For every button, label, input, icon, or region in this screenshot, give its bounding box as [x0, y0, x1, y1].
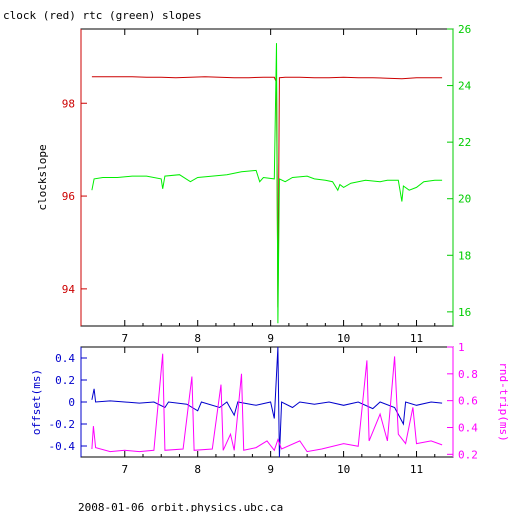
- bottom-y-tick-label: 0.2: [55, 374, 75, 387]
- bottom-x-tick-label: 10: [337, 463, 350, 476]
- bottom-y2-tick-label: 0.6: [458, 395, 478, 408]
- top-y2-tick-label: 18: [458, 249, 471, 262]
- bottom-y2-axis-title: rnd-trip(ms): [497, 362, 510, 441]
- bottom-x-tick-label: 7: [121, 463, 128, 476]
- top-x-tick-label: 11: [410, 332, 423, 345]
- bottom-y-axis-title: offset(ms): [30, 369, 43, 435]
- top-y2-tick-label: 22: [458, 136, 471, 149]
- bottom-y2-tick-label: 0.2: [458, 448, 478, 461]
- bottom-x-tick-label: 11: [410, 463, 423, 476]
- chart-title: clock (red) rtc (green) slopes: [3, 9, 202, 22]
- bottom-y2-tick-label: 0.4: [458, 421, 478, 434]
- bottom-y2-tick-label: 0.8: [458, 368, 478, 381]
- bottom-series-rnd-trip: [91, 353, 443, 453]
- top-y-tick-label: 96: [62, 190, 75, 203]
- top-x-tick-label: 7: [121, 332, 128, 345]
- bottom-y-tick-label: -0.4: [49, 440, 76, 453]
- top-y2-tick-label: 26: [458, 23, 471, 36]
- bottom-x-tick-label: 8: [194, 463, 201, 476]
- top-y-tick-label: 94: [62, 283, 76, 296]
- top-y2-tick-label: 24: [458, 80, 472, 93]
- bottom-y2-tick-label: 1: [458, 341, 465, 354]
- top-series-rtc: [91, 43, 443, 324]
- bottom-series-offset: [91, 346, 443, 458]
- bottom-y-tick-label: 0.4: [55, 352, 75, 365]
- top-y2-tick-label: 20: [458, 193, 471, 206]
- bottom-y-tick-label: 0: [68, 396, 75, 409]
- top-y2-tick-label: 16: [458, 306, 471, 319]
- top-y-axis-title: clockslope: [36, 144, 49, 210]
- bottom-y-tick-label: -0.2: [49, 418, 76, 431]
- top-x-tick-label: 10: [337, 332, 350, 345]
- top-series-clock: [91, 76, 443, 308]
- top-y-tick-label: 98: [62, 97, 75, 110]
- bottom-x-tick-label: 9: [267, 463, 274, 476]
- footer-caption: 2008-01-06 orbit.physics.ubc.ca: [78, 501, 284, 512]
- top-x-tick-label: 9: [267, 332, 274, 345]
- top-x-tick-label: 8: [194, 332, 201, 345]
